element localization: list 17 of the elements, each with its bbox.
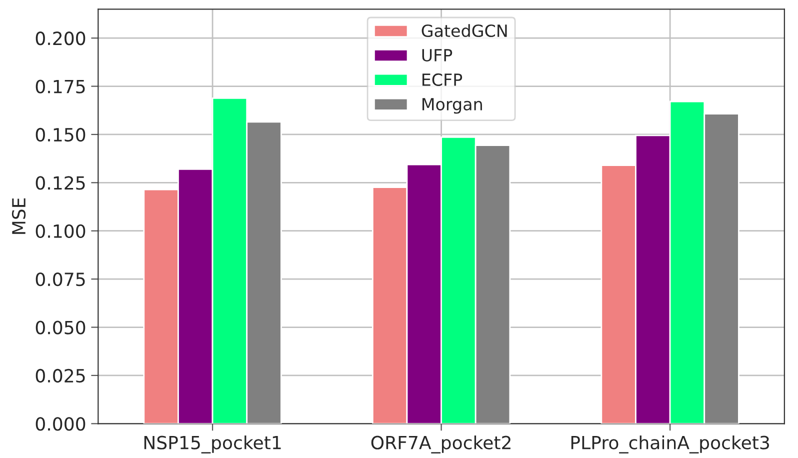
- legend-label: Morgan: [422, 98, 482, 114]
- y-tick-label: 0.025: [36, 368, 85, 383]
- y-tick-label: 0.175: [36, 80, 85, 94]
- x-tick-label: ORF7A_pocket2: [371, 435, 510, 454]
- y-tick-label: 0.000: [36, 417, 86, 431]
- x-tick-label: PLPro_chainA_pocket3: [571, 435, 770, 454]
- y-tick-label: 0.050: [36, 320, 86, 334]
- y-tick-label: 0.075: [36, 272, 85, 286]
- y-tick-label: 0.125: [36, 176, 85, 190]
- legend-label: GatedGCN: [422, 24, 507, 38]
- y-tick-label: 0.200: [36, 32, 86, 46]
- y-axis-title: MSE: [12, 198, 26, 234]
- y-tick-label: 0.150: [36, 128, 86, 142]
- legend-label: UFP: [422, 49, 452, 62]
- legend-label: ECFP: [422, 73, 462, 86]
- y-tick-label: 0.100: [36, 224, 86, 238]
- x-tick-label: NSP15_pocket1: [144, 435, 281, 454]
